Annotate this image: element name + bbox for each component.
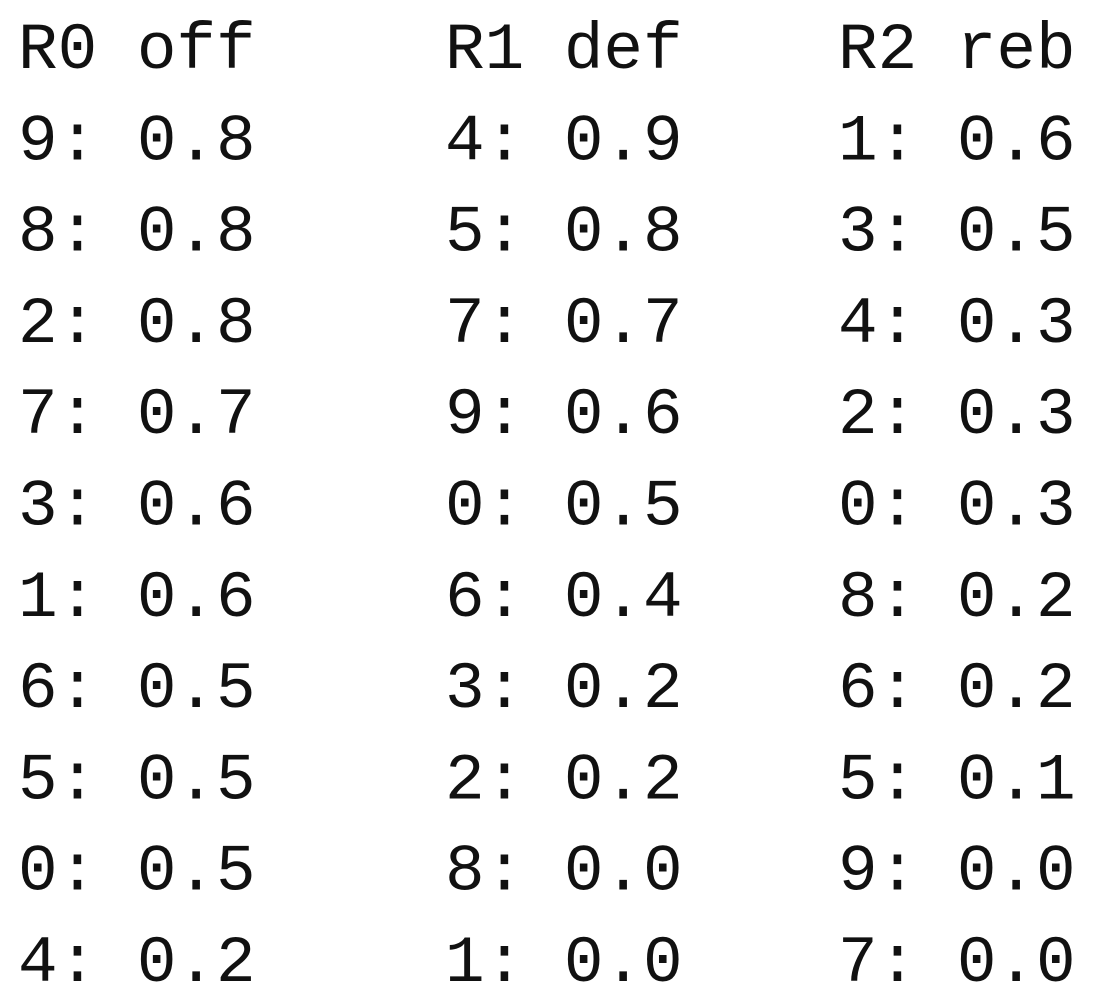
row-entry: 7: 0.7	[445, 287, 683, 362]
row-entry: 1: 0.6	[838, 104, 1076, 179]
row-entry: 8: 0.8	[18, 196, 256, 271]
row-entry: 6: 0.5	[18, 652, 256, 727]
row-entry: 6: 0.2	[838, 652, 1076, 727]
row-entry: 7: 0.0	[838, 926, 1076, 1000]
row-entry: 4: 0.3	[838, 287, 1076, 362]
row-entry: 9: 0.6	[445, 378, 683, 453]
row-entry: 0: 0.3	[838, 470, 1076, 545]
row-entry: 2: 0.2	[445, 743, 683, 818]
column-header: R2 reb	[838, 13, 1076, 88]
row-entry: 2: 0.8	[18, 287, 256, 362]
row-entry: 5: 0.8	[445, 196, 683, 271]
row-entry: 2: 0.3	[838, 378, 1076, 453]
row-entry: 3: 0.2	[445, 652, 683, 727]
row-entry: 4: 0.9	[445, 104, 683, 179]
row-entry: 6: 0.4	[445, 561, 683, 636]
row-entry: 4: 0.2	[18, 926, 256, 1000]
row-entry: 8: 0.0	[445, 835, 683, 910]
column-header: R1 def	[445, 13, 683, 88]
row-entry: 1: 0.0	[445, 926, 683, 1000]
row-entry: 9: 0.8	[18, 104, 256, 179]
row-entry: 0: 0.5	[18, 835, 256, 910]
row-entry: 3: 0.5	[838, 196, 1076, 271]
row-entry: 3: 0.6	[18, 470, 256, 545]
row-entry: 8: 0.2	[838, 561, 1076, 636]
row-entry: 0: 0.5	[445, 470, 683, 545]
column-header: R0 off	[18, 13, 256, 88]
row-entry: 9: 0.0	[838, 835, 1076, 910]
row-entry: 1: 0.6	[18, 561, 256, 636]
row-entry: 5: 0.5	[18, 743, 256, 818]
row-entry: 7: 0.7	[18, 378, 256, 453]
row-entry: 5: 0.1	[838, 743, 1076, 818]
